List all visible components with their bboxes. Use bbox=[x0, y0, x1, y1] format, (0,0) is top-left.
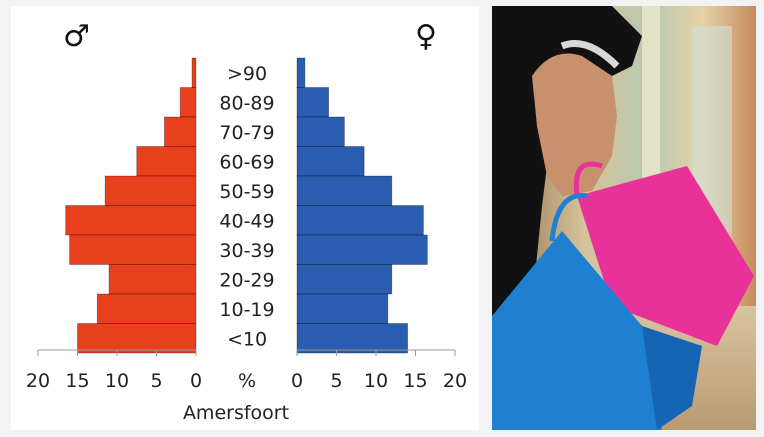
male-bar-5 bbox=[65, 205, 197, 236]
female-bar-4 bbox=[296, 175, 393, 206]
age-group-labels: >90 80-89 70-79 60-69 50-59 40-49 30-39 20-29 10… bbox=[219, 63, 274, 351]
male-tick-label-1: 5 bbox=[150, 370, 162, 392]
population-pyramid-chart: ♂ ♀ >90 80-89 70-79 60-69 50-59 40-49 30-39 20-… bbox=[26, 19, 467, 424]
female-tick-label-4: 20 bbox=[443, 370, 467, 392]
age-group-label-2: 70-79 bbox=[219, 122, 274, 144]
male-bar-6 bbox=[69, 234, 197, 265]
female-tick-label-0: 0 bbox=[291, 370, 303, 392]
female-bar-6 bbox=[296, 234, 428, 265]
blue-bag-handle bbox=[549, 193, 588, 242]
age-group-label-7: 20-29 bbox=[219, 269, 274, 291]
pink-bag bbox=[577, 166, 754, 346]
female-bar-8 bbox=[296, 293, 389, 324]
axis-unit-label: % bbox=[238, 370, 256, 392]
age-group-label-5: 40-49 bbox=[219, 210, 274, 232]
age-group-label-3: 60-69 bbox=[219, 151, 274, 173]
x-axis-ticks: 0 0 5 5 10 10 15 15 20 20 bbox=[26, 350, 467, 392]
bracelet bbox=[560, 40, 620, 69]
female-tick-label-1: 5 bbox=[330, 370, 342, 392]
blue-bag-front bbox=[562, 231, 702, 430]
female-bar-9 bbox=[296, 323, 408, 354]
female-bars bbox=[296, 57, 428, 354]
male-bars bbox=[65, 57, 197, 354]
blue-bag bbox=[492, 231, 662, 430]
female-symbol: ♀ bbox=[415, 19, 437, 54]
female-tick-label-3: 15 bbox=[403, 370, 427, 392]
hand bbox=[532, 53, 617, 196]
female-bar-3 bbox=[296, 146, 365, 177]
female-tick-label-2: 10 bbox=[364, 370, 388, 392]
age-group-label-4: 50-59 bbox=[219, 181, 274, 203]
age-group-label-1: 80-89 bbox=[219, 92, 274, 114]
male-tick-label-4: 20 bbox=[26, 370, 50, 392]
male-bar-9 bbox=[77, 323, 197, 354]
population-pyramid-panel: ♂ ♀ >90 80-89 70-79 60-69 50-59 40-49 30-39 20-… bbox=[11, 6, 479, 430]
male-bar-4 bbox=[104, 175, 197, 206]
male-tick-label-0: 0 bbox=[190, 370, 202, 392]
female-bar-5 bbox=[296, 205, 424, 236]
age-group-label-9: <10 bbox=[227, 328, 267, 350]
age-group-label-6: 30-39 bbox=[219, 240, 274, 262]
age-group-label-8: 10-19 bbox=[219, 299, 274, 321]
location-label: Amersfoort bbox=[183, 402, 289, 424]
age-group-label-0: >90 bbox=[227, 63, 267, 85]
male-tick-label-2: 10 bbox=[105, 370, 129, 392]
male-bar-2 bbox=[163, 116, 197, 147]
male-bar-3 bbox=[136, 146, 197, 177]
pink-bag-handle bbox=[573, 161, 603, 197]
male-bar-0 bbox=[191, 57, 197, 88]
male-tick-label-3: 15 bbox=[65, 370, 89, 392]
female-bar-2 bbox=[296, 116, 345, 147]
male-bar-8 bbox=[96, 293, 197, 324]
female-bar-1 bbox=[296, 87, 330, 118]
female-bar-0 bbox=[296, 57, 306, 88]
shopping-photo bbox=[492, 6, 756, 430]
male-bar-1 bbox=[179, 87, 197, 118]
male-symbol: ♂ bbox=[63, 19, 90, 54]
male-bar-7 bbox=[108, 264, 197, 295]
female-bar-7 bbox=[296, 264, 393, 295]
